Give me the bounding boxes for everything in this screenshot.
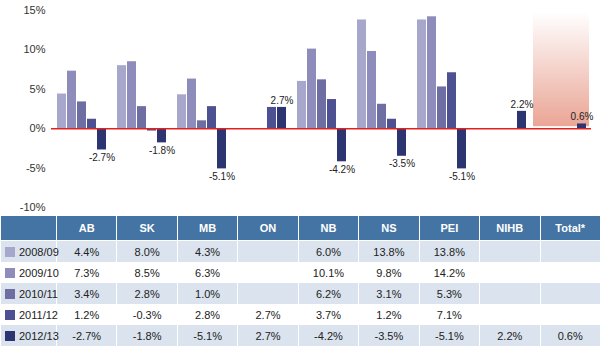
svg-text:10%: 10%: [23, 43, 45, 55]
html-text:4.4%: 4.4%: [74, 245, 100, 258]
html-text:-1.8%: -1.8%: [132, 329, 162, 342]
html-text:7.1%: 7.1%: [436, 308, 462, 321]
html-text:2010/11: 2010/11: [19, 287, 58, 300]
html-text:9.8%: 9.8%: [376, 266, 402, 279]
html-text:2.7%: 2.7%: [255, 308, 281, 321]
html-text:2011/12: 2011/12: [19, 308, 58, 321]
html-text:3.4%: 3.4%: [74, 287, 100, 300]
svg-text:-4.2%: -4.2%: [329, 164, 355, 175]
svg-text:-5%: -5%: [26, 162, 46, 174]
html-text:-2.7%: -2.7%: [72, 329, 102, 342]
html-text:4.3%: 4.3%: [195, 245, 221, 258]
html-text:Total*: Total*: [555, 222, 586, 234]
html-text:13.8%: 13.8%: [373, 245, 405, 258]
html-text:-0.3%: -0.3%: [132, 308, 162, 321]
svg-text:15%: 15%: [23, 4, 45, 16]
html-text:0.6%: 0.6%: [557, 329, 583, 342]
svg-text:5%: 5%: [30, 83, 46, 95]
html-text:2009/10: 2009/10: [19, 266, 59, 279]
html-text:2012/13: 2012/13: [19, 329, 59, 342]
html-text:-3.5%: -3.5%: [374, 329, 404, 342]
html-text:3.1%: 3.1%: [376, 287, 402, 300]
html-text:2.2%: 2.2%: [497, 329, 523, 342]
html-text:2008/09: 2008/09: [19, 245, 59, 258]
svg-text:-2.7%: -2.7%: [89, 152, 115, 163]
svg-text:2.2%: 2.2%: [511, 99, 534, 110]
html-text:-5.1%: -5.1%: [435, 329, 464, 342]
html-text:6.3%: 6.3%: [195, 266, 221, 279]
html-text:MB: MB: [199, 222, 217, 234]
svg-text:0.6%: 0.6%: [571, 111, 594, 122]
html-text:NB: NB: [320, 222, 337, 234]
html-text:SK: SK: [139, 222, 155, 234]
html-text:3.7%: 3.7%: [315, 308, 341, 321]
html-text:NIHB: NIHB: [496, 222, 524, 234]
html-text:2.8%: 2.8%: [195, 308, 221, 321]
svg-text:-3.5%: -3.5%: [389, 158, 415, 169]
html-text:8.5%: 8.5%: [134, 266, 160, 279]
html-text:1.2%: 1.2%: [74, 308, 100, 321]
html-text:13.8%: 13.8%: [433, 245, 465, 258]
html-text:6.2%: 6.2%: [315, 287, 341, 300]
html-text:2.7%: 2.7%: [255, 329, 281, 342]
html-text:6.0%: 6.0%: [315, 245, 341, 258]
svg-text:-10%: -10%: [20, 201, 46, 213]
html-text:-5.1%: -5.1%: [193, 329, 222, 342]
html-text:10.1%: 10.1%: [312, 266, 345, 279]
svg-text:0%: 0%: [30, 122, 46, 134]
html-text:2.8%: 2.8%: [134, 287, 160, 300]
html-text:14.2%: 14.2%: [433, 266, 465, 279]
html-text:5.3%: 5.3%: [436, 287, 462, 300]
html-text:PEI: PEI: [440, 222, 459, 234]
html-text:ON: ON: [259, 222, 277, 234]
html-text:NS: NS: [381, 222, 397, 234]
svg-text:-5.1%: -5.1%: [209, 171, 235, 182]
html-text:7.3%: 7.3%: [74, 266, 100, 279]
html-text:8.0%: 8.0%: [134, 245, 160, 258]
html-text:-4.2%: -4.2%: [314, 329, 343, 342]
html-text:1.2%: 1.2%: [376, 308, 402, 321]
svg-text:-5.1%: -5.1%: [449, 171, 475, 182]
html-text:AB: AB: [78, 222, 95, 234]
svg-text:2.7%: 2.7%: [271, 95, 294, 106]
svg-text:-1.8%: -1.8%: [149, 145, 175, 156]
html-text:1.0%: 1.0%: [195, 287, 221, 300]
